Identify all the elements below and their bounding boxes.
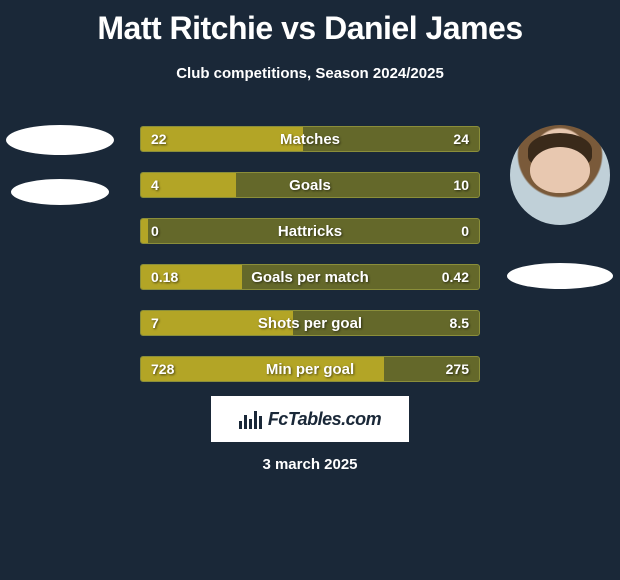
subtitle: Club competitions, Season 2024/2025: [0, 65, 620, 82]
date-text: 3 march 2025: [0, 456, 620, 473]
player-right-oval: [507, 263, 613, 289]
player-left-oval-2: [11, 179, 109, 205]
stat-row: 0.180.42Goals per match: [140, 264, 480, 290]
stat-row: 410Goals: [140, 172, 480, 198]
player-right-avatar: [510, 125, 610, 225]
player-left-oval-1: [6, 125, 114, 155]
logo-box: FcTables.com: [211, 396, 409, 442]
stat-label: Matches: [141, 127, 479, 151]
stat-row: 00Hattricks: [140, 218, 480, 244]
stat-label: Hattricks: [141, 219, 479, 243]
player-left-column: [5, 125, 115, 205]
stat-label: Min per goal: [141, 357, 479, 381]
stat-row: 728275Min per goal: [140, 356, 480, 382]
stat-label: Shots per goal: [141, 311, 479, 335]
stat-label: Goals: [141, 173, 479, 197]
title-vs: vs: [281, 10, 316, 46]
title-player1: Matt Ritchie: [97, 10, 272, 46]
stat-row: 78.5Shots per goal: [140, 310, 480, 336]
bars-icon: [239, 409, 262, 429]
logo-text: FcTables.com: [268, 409, 381, 430]
player-right-column: [505, 125, 615, 289]
stat-bars-container: 2224Matches 410Goals 00Hattricks 0.180.42Go…: [140, 126, 480, 402]
stat-row: 2224Matches: [140, 126, 480, 152]
comparison-title: Matt Ritchie vs Daniel James: [0, 0, 620, 47]
stat-label: Goals per match: [141, 265, 479, 289]
title-player2: Daniel James: [324, 10, 523, 46]
